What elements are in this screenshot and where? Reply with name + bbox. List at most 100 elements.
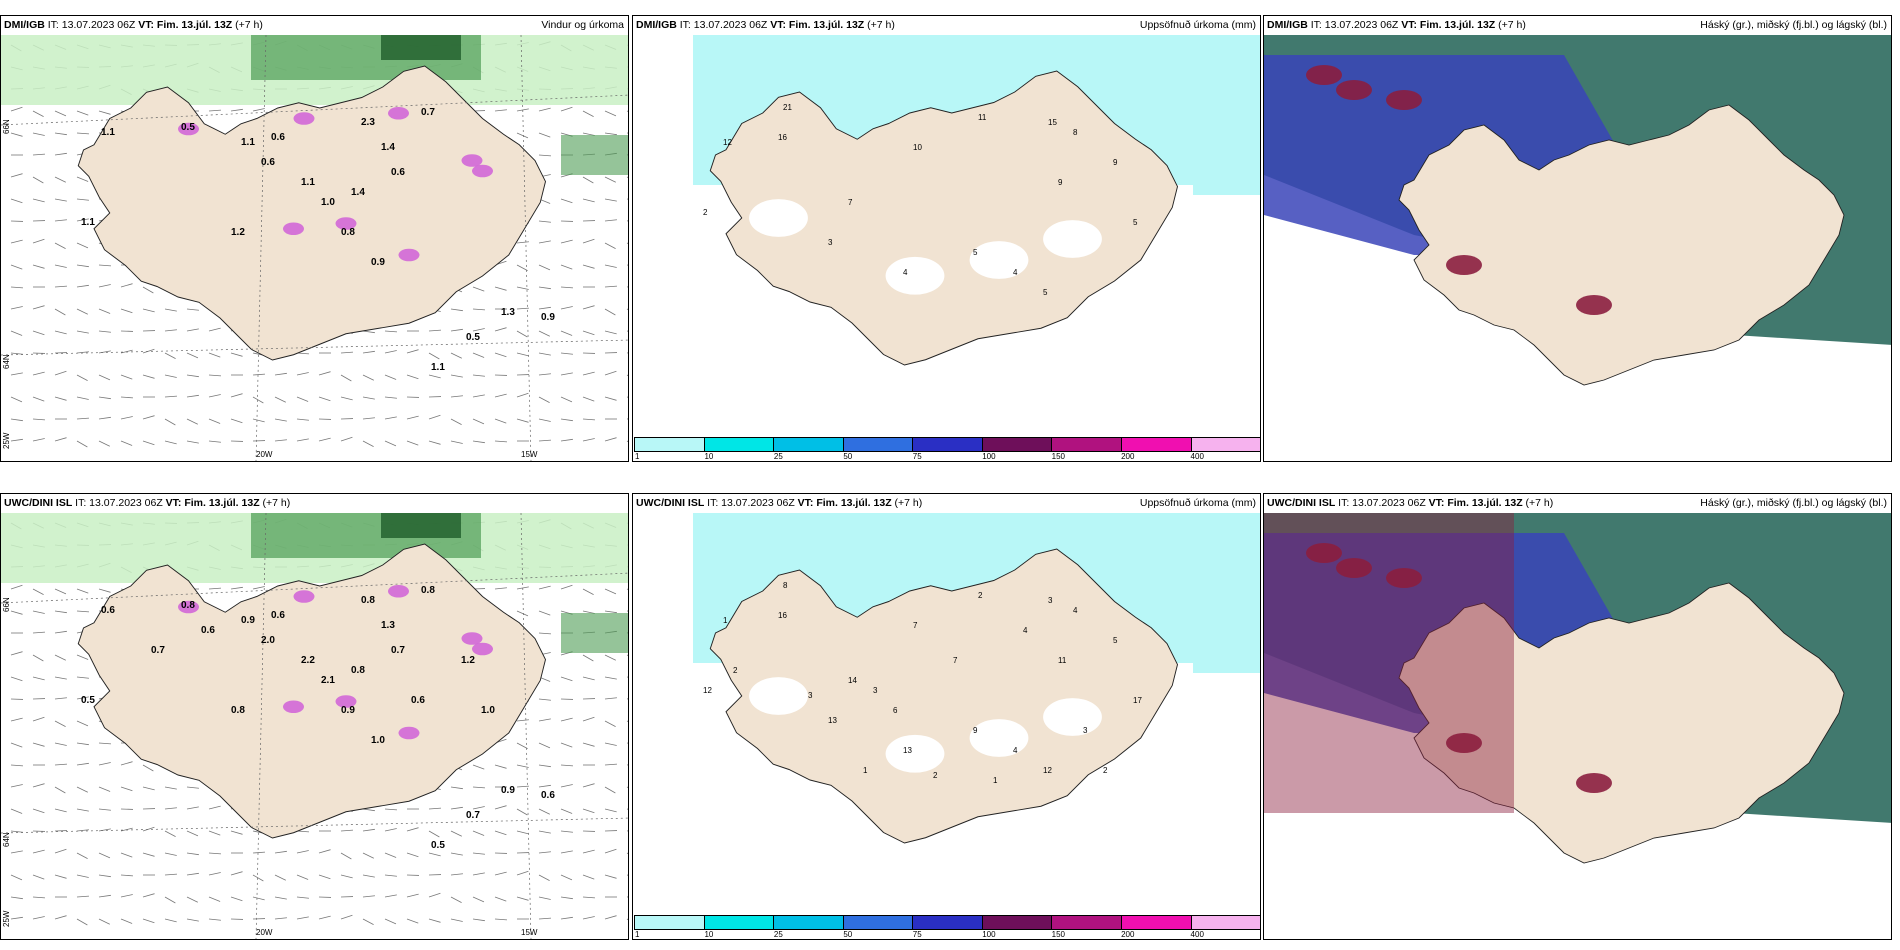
lon-line [520,513,532,939]
dry-patch [1043,698,1102,736]
wind-barb [362,852,374,859]
wind-barb [626,786,628,788]
wind-barb [362,417,375,420]
wind-barb [274,850,287,854]
legend-swatch [913,438,983,451]
wind-barb [76,654,89,660]
wind-barb [560,396,573,403]
wind-barb [626,610,628,612]
wind-barb [32,198,45,203]
precip-amount-label: 15 [1048,118,1057,127]
iceland-landmass [77,543,547,839]
wind-barb [362,808,375,812]
wind-barb [560,850,573,854]
wind-barb [164,395,177,398]
wind-barb [516,785,529,788]
lon-label: 25W [2,432,11,449]
wind-barb [538,107,551,112]
wind-barb [296,372,309,376]
wind-barb [626,132,628,134]
wind-barb [516,132,529,139]
precip-band [561,613,628,653]
lon-label: 15W [521,928,538,937]
wind-barb [538,352,551,356]
wind-barb [120,396,133,399]
precip-value-label: 1.2 [231,227,245,238]
wind-barb [76,264,89,268]
wind-barb [318,849,331,854]
model-name: UWC/DINI ISL [636,497,705,509]
low-cloud [1576,773,1612,793]
precip-value-label: 0.6 [261,157,275,168]
wind-barb [560,106,573,112]
precip-amount-label: 9 [1113,158,1118,167]
wind-barb [626,698,628,700]
precip-amount-label: 21 [783,103,792,112]
wind-barb [208,109,221,112]
wind-barb [516,392,529,398]
precip-value-label: 2.0 [261,635,275,646]
precip-amount-label: 12 [703,686,712,695]
wind-barb [208,394,221,398]
wind-barb [406,893,419,898]
precip-value-label: 0.8 [351,665,365,676]
precip-value-label: 2.2 [301,655,315,666]
wind-barb [296,396,309,402]
wind-barb [32,264,45,269]
wind-barb [76,808,89,812]
wind-barb [384,330,397,333]
legend-swatch [843,438,914,451]
wind-barb [450,374,463,378]
wind-barb [626,918,628,921]
wind-barb [560,830,573,833]
wind-barb [582,742,595,747]
wind-barb [494,871,507,876]
precip-cell [293,590,315,603]
iceland-group [1398,582,1845,864]
model-name: DMI/IGB [636,19,677,31]
wind-barb [54,697,67,700]
init-time: IT: 13.07.2023 06Z [75,497,163,509]
wind-barb [274,896,287,900]
precip-value-label: 1.3 [381,620,395,631]
legend-swatch [1121,438,1192,451]
wind-barb [626,396,628,398]
wind-barb [472,418,485,425]
wind-barb [384,416,397,420]
precip-amount-label: 3 [873,686,878,695]
precip-value-label: 1.2 [461,655,475,666]
low-cloud [1336,558,1372,578]
valid-time: VT: Fim. 13.júl. 13Z [138,19,233,31]
wind-barb [10,330,23,336]
wind-barb [560,676,573,682]
wind-barb [516,742,528,749]
iceland-group [709,70,1179,366]
wind-barb [54,848,67,854]
wind-barb [230,896,243,902]
wind-barb [142,826,155,832]
wind-barb [604,437,617,442]
iceland-group [1398,104,1845,386]
wind-barb [582,808,595,814]
wind-barb [450,308,463,312]
wind-barb [538,632,551,635]
wind-barb [208,352,221,358]
wind-barb [340,914,353,920]
wind-barb [54,786,66,794]
wind-barb [604,330,617,335]
wind-barb [626,352,628,354]
wind-barb [142,786,155,791]
wind-barb [186,328,199,332]
legend-tick: 400 [1190,452,1204,461]
lon-line [255,513,267,939]
precip-value-label: 0.6 [271,610,285,621]
wind-barb [32,676,45,681]
wind-barb [538,154,551,157]
wind-barb [10,173,23,178]
wind-barb [560,584,573,590]
wind-barb [472,394,485,398]
wind-barb [494,352,507,358]
precip-value-label: 2.3 [361,117,375,128]
wind-barb [516,870,529,876]
precip-cell [387,584,409,598]
